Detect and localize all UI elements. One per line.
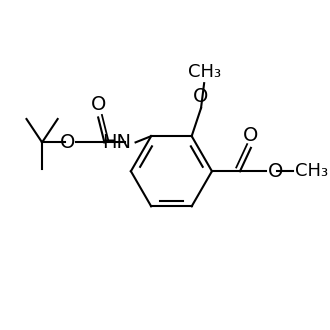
Text: O: O — [59, 133, 75, 152]
Text: CH₃: CH₃ — [187, 63, 221, 81]
Text: O: O — [243, 126, 259, 145]
Text: O: O — [268, 162, 283, 181]
Text: O: O — [193, 86, 209, 106]
Text: CH₃: CH₃ — [295, 162, 328, 180]
Text: HN: HN — [102, 133, 131, 152]
Text: O: O — [90, 95, 106, 114]
